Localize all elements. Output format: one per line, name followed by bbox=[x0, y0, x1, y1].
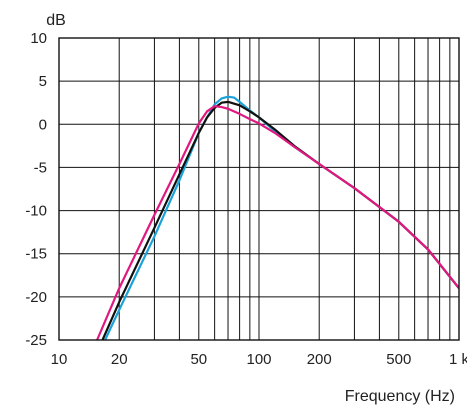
series-line-3 bbox=[96, 105, 459, 340]
x-tick-label: 1 k bbox=[449, 351, 467, 368]
x-axis-label: Frequency (Hz) bbox=[345, 388, 455, 405]
grid bbox=[58, 37, 459, 341]
y-tick-label: -10 bbox=[25, 203, 47, 220]
x-tick-labels: 10 20 50 100 200 500 1 k bbox=[51, 351, 467, 368]
y-tick-label: 5 bbox=[39, 73, 47, 90]
y-tick-label: -5 bbox=[34, 159, 47, 176]
x-tick-label: 500 bbox=[386, 351, 411, 368]
y-tick-label: -20 bbox=[25, 289, 47, 306]
x-tick-label: 50 bbox=[190, 351, 207, 368]
x-tick-label: 10 bbox=[51, 351, 68, 368]
x-tick-label: 100 bbox=[246, 351, 271, 368]
y-tick-labels: 10 5 0 -5 -10 -15 -20 -25 bbox=[25, 30, 47, 349]
y-tick-label: -25 bbox=[25, 332, 47, 349]
y-axis-label: dB bbox=[46, 12, 66, 29]
y-tick-label: -15 bbox=[25, 246, 47, 263]
x-tick-label: 200 bbox=[307, 351, 332, 368]
x-tick-label: 20 bbox=[111, 351, 128, 368]
y-tick-label: 10 bbox=[30, 30, 47, 47]
series-lines bbox=[96, 95, 459, 340]
plot-frame bbox=[58, 37, 460, 341]
y-tick-label: 0 bbox=[39, 116, 47, 133]
